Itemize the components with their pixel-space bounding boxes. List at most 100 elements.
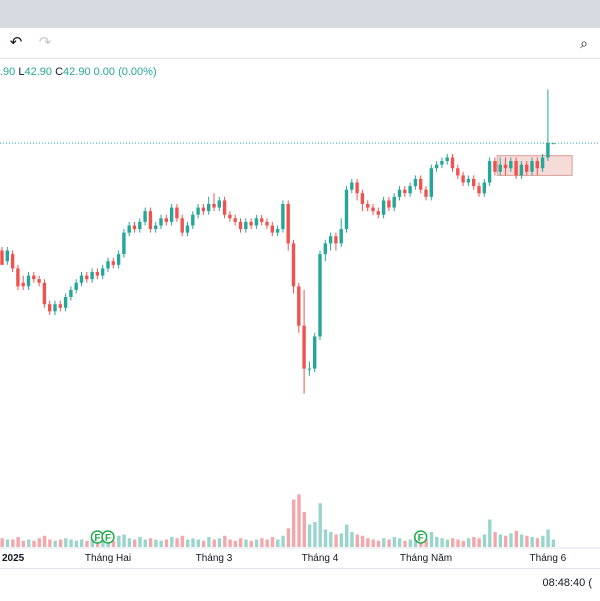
volume-bar — [212, 539, 216, 547]
candle-body — [450, 157, 455, 169]
volume-bar — [297, 494, 301, 547]
volume-bar — [270, 537, 275, 547]
volume-bar — [440, 538, 444, 547]
window-title-bar — [0, 0, 600, 28]
volume-bar — [196, 539, 200, 547]
candle-body — [74, 282, 78, 290]
camera-search-icon[interactable]: ⌕ — [580, 35, 588, 51]
volume-bar — [541, 535, 545, 547]
volume-bar — [382, 538, 386, 547]
candle-body — [408, 186, 412, 194]
candle-body — [63, 297, 68, 308]
candle-body — [53, 304, 57, 312]
volume-bar — [101, 539, 105, 547]
volume-bar — [392, 537, 397, 547]
volume-bar — [48, 539, 52, 547]
candle-body — [101, 268, 105, 276]
volume-bar — [546, 529, 550, 547]
highlight-box — [496, 155, 573, 176]
volume-bar — [435, 537, 439, 547]
candle-body — [381, 200, 386, 215]
candle-body — [498, 164, 502, 172]
volume-bar — [276, 539, 280, 547]
candle-body — [472, 178, 476, 187]
volume-bar — [53, 540, 57, 547]
volume-bar — [159, 540, 163, 547]
candle-body — [164, 218, 168, 222]
candle-body — [69, 289, 73, 298]
candle-body — [540, 157, 545, 169]
x-tick-label: Tháng Hai — [85, 553, 131, 564]
volume-bar — [58, 539, 63, 547]
volume-bar — [260, 538, 264, 547]
volume-bar — [307, 524, 312, 547]
candle-body — [249, 221, 253, 226]
x-tick-label: Tháng 3 — [196, 553, 233, 564]
candle-body — [260, 218, 264, 222]
candle-body — [265, 221, 269, 226]
volume-bar — [466, 538, 471, 547]
candle-body — [212, 204, 216, 208]
volume-bar — [350, 532, 354, 547]
candle-body — [10, 254, 15, 269]
x-tick-label: Tháng Năm — [400, 553, 452, 564]
candle-body — [95, 272, 100, 276]
candle-body — [270, 225, 274, 233]
candle-body — [132, 225, 137, 230]
candle-body — [122, 232, 126, 255]
change-value: 0.00 (0.00%) — [93, 66, 157, 78]
volume-bar — [254, 539, 259, 547]
candle-body — [127, 225, 131, 233]
candle-body — [546, 143, 550, 158]
candle-body — [334, 236, 338, 244]
candle-body — [344, 189, 349, 230]
volume-bar — [408, 539, 412, 547]
candle-body — [313, 336, 317, 369]
candle-body — [371, 207, 375, 212]
volume-bar — [286, 528, 291, 547]
volume-bar — [477, 538, 481, 547]
candle-body — [180, 218, 184, 233]
candle-body — [493, 161, 497, 172]
candle-body — [328, 236, 333, 244]
candle-body — [58, 304, 62, 308]
candle-body — [143, 211, 147, 222]
volume-bar — [292, 499, 296, 547]
candle-body — [392, 196, 396, 208]
candle-body — [185, 225, 190, 233]
volume-bar — [514, 530, 518, 547]
low-value: 42.90 — [24, 66, 53, 78]
candle-body — [339, 229, 343, 244]
candle-body — [525, 164, 529, 172]
close-value: 42.90 — [63, 66, 91, 78]
candle-body — [138, 221, 142, 230]
candle-body — [514, 161, 518, 176]
volume-bar — [398, 538, 402, 547]
volume-bar — [217, 538, 222, 547]
volume-bar — [117, 535, 121, 547]
candle-body — [360, 193, 365, 204]
volume-bar — [11, 539, 15, 547]
candle-body — [233, 218, 237, 222]
candle-body — [445, 157, 449, 162]
volume-bar — [37, 538, 41, 547]
candle-body — [207, 204, 211, 212]
candle-body — [32, 275, 36, 280]
volume-bar — [133, 539, 137, 547]
volume-bar — [186, 539, 190, 547]
candle-body — [238, 221, 243, 230]
candle-body — [482, 182, 486, 194]
candle-body — [291, 243, 296, 287]
candle-body — [21, 282, 25, 287]
volume-bar — [122, 534, 126, 547]
redo-icon[interactable]: ↷ — [38, 34, 52, 51]
candle-body — [519, 164, 524, 176]
dividend-marker — [413, 530, 428, 544]
candle-body — [551, 143, 555, 145]
candle-body — [106, 261, 110, 269]
candle-body — [26, 275, 31, 287]
volume-bar — [207, 537, 211, 547]
undo-icon[interactable]: ↶ — [9, 34, 23, 51]
candle-body — [461, 175, 465, 183]
